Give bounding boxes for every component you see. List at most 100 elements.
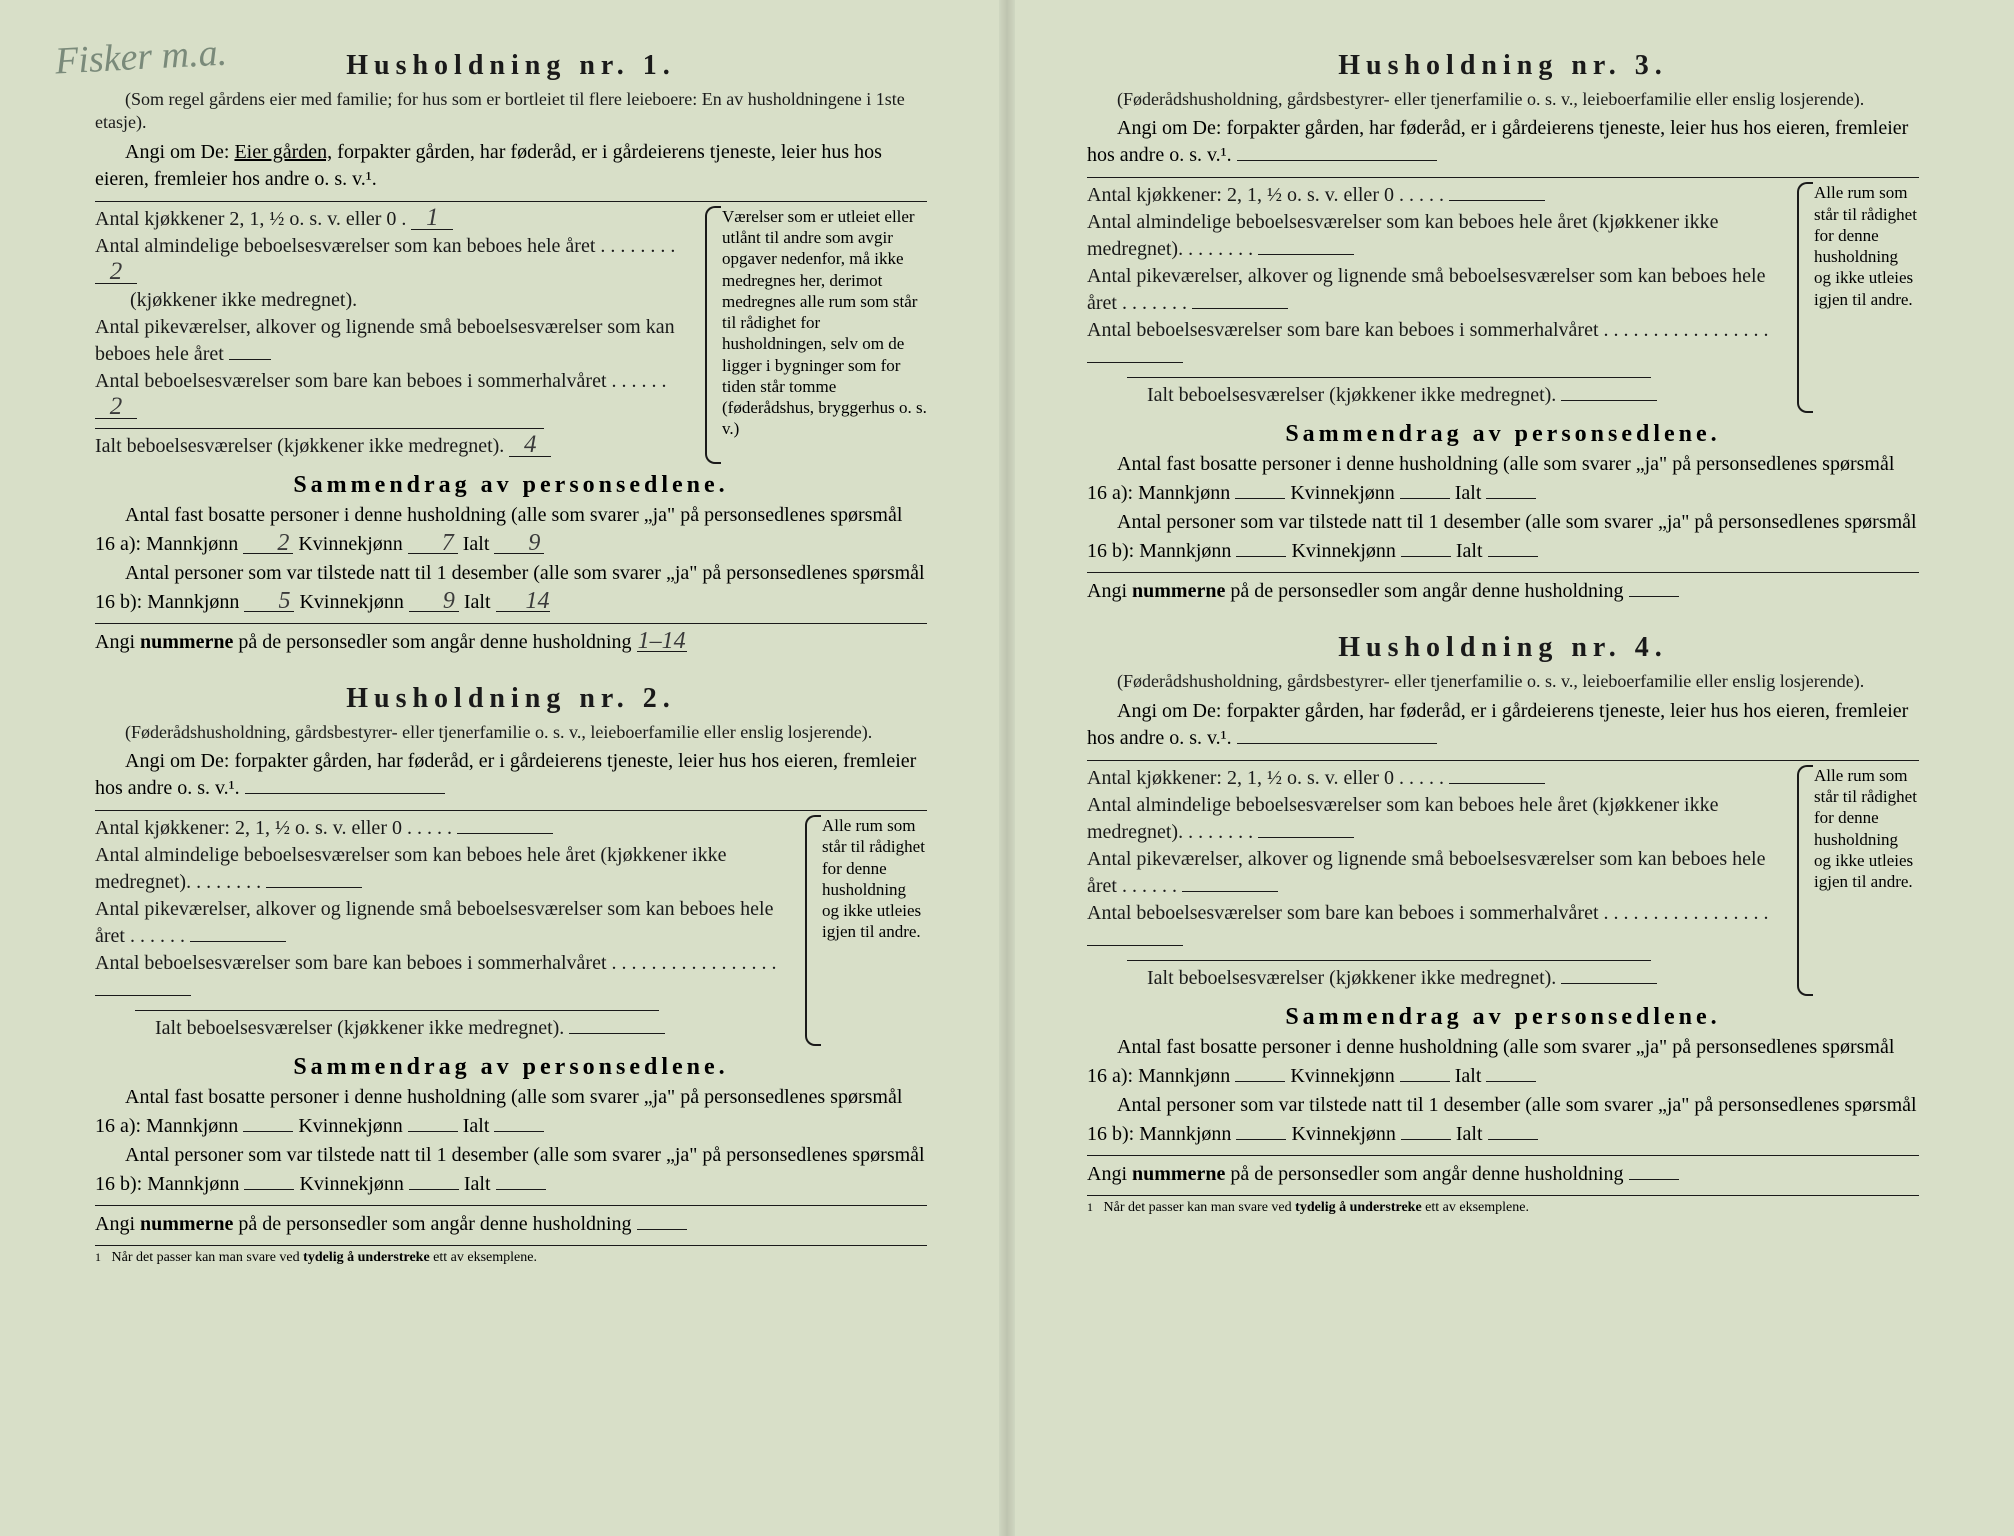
num-val[interactable] xyxy=(1629,1179,1679,1180)
kitchens-val[interactable] xyxy=(1449,200,1545,201)
ordinary-val[interactable] xyxy=(1258,254,1354,255)
ordinary-line: Antal almindelige beboelsesværelser som … xyxy=(95,233,694,287)
s2: Antal personer som var tilstede natt til… xyxy=(1087,508,1919,566)
summer-val[interactable] xyxy=(1087,362,1183,363)
kitchens-line: Antal kjøkkener: 2, 1, ½ o. s. v. eller … xyxy=(1087,765,1786,792)
s1-kv[interactable] xyxy=(408,1131,458,1132)
s1-ialt[interactable]: 9 xyxy=(494,533,544,554)
maids-line: Antal pikeværelser, alkover og lignende … xyxy=(95,896,794,950)
rule xyxy=(1087,760,1919,761)
total-val[interactable] xyxy=(1561,983,1657,984)
s2-kv[interactable] xyxy=(1401,1139,1451,1140)
s2-m[interactable] xyxy=(1236,1139,1286,1140)
num-line: Angi nummerne på de personsedler som ang… xyxy=(95,1210,927,1239)
maids-label: Antal pikeværelser, alkover og lignende … xyxy=(95,898,773,947)
s1-ialt[interactable] xyxy=(1486,498,1536,499)
footnote: 1 Når det passer kan man svare ved tydel… xyxy=(95,1250,927,1266)
s1-kv[interactable] xyxy=(1400,1081,1450,1082)
s2-text: Antal personer som var tilstede natt til… xyxy=(1087,511,1917,562)
footnote-text: Når det passer kan man svare ved xyxy=(1104,1200,1292,1215)
angi-blank[interactable] xyxy=(1237,743,1437,744)
s1-ialt[interactable] xyxy=(494,1131,544,1132)
ordinary-label: Antal almindelige beboelsesværelser som … xyxy=(95,235,675,257)
total-val[interactable] xyxy=(1561,400,1657,401)
side-note-text: Alle rum som står til rådighet for denne… xyxy=(1814,183,1917,308)
ordinary-val[interactable] xyxy=(1258,837,1354,838)
s2-m[interactable]: 5 xyxy=(244,591,294,612)
kitchens-val[interactable] xyxy=(457,833,553,834)
maids-line: Antal pikeværelser, alkover og lignende … xyxy=(1087,846,1786,900)
s2-kv[interactable]: 9 xyxy=(409,591,459,612)
s1-m[interactable] xyxy=(1235,1081,1285,1082)
rooms-left: Antal kjøkkener 2, 1, ½ o. s. v. eller 0… xyxy=(95,206,694,460)
ordinary-label: Antal almindelige beboelsesværelser som … xyxy=(95,844,726,893)
s1-ialt-lbl: Ialt xyxy=(1455,1065,1482,1087)
footnote-bold: tydelig å understreke xyxy=(1295,1200,1422,1215)
summer-line: Antal beboelsesværelser som bare kan beb… xyxy=(1087,900,1786,954)
rooms-left: Antal kjøkkener: 2, 1, ½ o. s. v. eller … xyxy=(1087,182,1786,409)
num-rest: på de personsedler som angår denne husho… xyxy=(1230,1163,1623,1185)
num-val[interactable] xyxy=(637,1229,687,1230)
angi-blank[interactable] xyxy=(245,793,445,794)
num-val[interactable] xyxy=(1629,596,1679,597)
rule xyxy=(1087,1195,1919,1196)
s2-ialt-lbl: Ialt xyxy=(1456,1123,1483,1145)
num-pre: Angi xyxy=(1087,580,1127,602)
page-fold xyxy=(1007,0,1015,1536)
maids-val[interactable] xyxy=(190,941,286,942)
summer-val[interactable]: 2 xyxy=(95,396,137,420)
total-label: Ialt beboelsesværelser (kjøkkener ikke m… xyxy=(155,1017,564,1039)
side-note-text: Alle rum som står til rådighet for denne… xyxy=(822,816,925,941)
angi-prefix: Angi om De: xyxy=(1117,700,1221,722)
angi-prefix: Angi om De: xyxy=(125,141,229,163)
s1-ialt-lbl: Ialt xyxy=(463,533,490,555)
s1-m[interactable] xyxy=(1235,498,1285,499)
summer-val[interactable] xyxy=(95,995,191,996)
maids-val[interactable] xyxy=(1192,308,1288,309)
s1-kv[interactable]: 7 xyxy=(408,533,458,554)
s2: Antal personer som var tilstede natt til… xyxy=(1087,1091,1919,1149)
summer-val[interactable] xyxy=(1087,945,1183,946)
s2-kv[interactable] xyxy=(1401,556,1451,557)
s1-kv[interactable] xyxy=(1400,498,1450,499)
s1: Antal fast bosatte personer i denne hush… xyxy=(95,501,927,559)
s1-ialt[interactable] xyxy=(1486,1081,1536,1082)
summary-title: Sammendrag av personsedlene. xyxy=(95,472,927,499)
ordinary-line: Antal almindelige beboelsesværelser som … xyxy=(95,842,794,896)
rooms-left: Antal kjøkkener: 2, 1, ½ o. s. v. eller … xyxy=(1087,765,1786,992)
s2-ialt[interactable]: 14 xyxy=(496,591,550,612)
s1-text: Antal fast bosatte personer i denne hush… xyxy=(1087,453,1894,504)
kitchens-val[interactable] xyxy=(1449,783,1545,784)
maids-val[interactable] xyxy=(1182,891,1278,892)
s2: Antal personer som var tilstede natt til… xyxy=(95,559,927,617)
total-val[interactable] xyxy=(569,1033,665,1034)
maids-val[interactable] xyxy=(229,359,271,360)
s2-ialt[interactable] xyxy=(1488,556,1538,557)
rule xyxy=(1127,377,1651,378)
brace-icon xyxy=(705,206,721,464)
num-bold: nummerne xyxy=(1132,1163,1225,1185)
ordinary-val[interactable]: 2 xyxy=(95,261,137,285)
s1-text: Antal fast bosatte personer i denne hush… xyxy=(95,1086,902,1137)
s1: Antal fast bosatte personer i denne hush… xyxy=(1087,450,1919,508)
h2-angi: Angi om De: forpakter gården, har føderå… xyxy=(95,748,927,802)
footnote-end: ett av eksemplene. xyxy=(1425,1200,1529,1215)
rooms-block: Antal kjøkkener: 2, 1, ½ o. s. v. eller … xyxy=(1087,765,1919,992)
rule xyxy=(1087,572,1919,573)
total-line: Ialt beboelsesværelser (kjøkkener ikke m… xyxy=(95,1015,794,1042)
total-val[interactable]: 4 xyxy=(509,434,551,458)
num-val[interactable]: 1–14 xyxy=(637,631,687,652)
s2: Antal personer som var tilstede natt til… xyxy=(95,1141,927,1199)
ordinary-val[interactable] xyxy=(266,887,362,888)
s2-kv[interactable] xyxy=(409,1189,459,1190)
kitchens-val[interactable]: 1 xyxy=(411,207,453,231)
s2-ialt[interactable] xyxy=(496,1189,546,1190)
s1-m[interactable]: 2 xyxy=(243,533,293,554)
angi-blank[interactable] xyxy=(1237,160,1437,161)
household-4: Husholdning nr. 4. (Føderådshusholdning,… xyxy=(1087,632,1919,1215)
s2-m[interactable] xyxy=(244,1189,294,1190)
s2-kv-lbl: Kvinnekjønn xyxy=(299,591,403,613)
s2-m[interactable] xyxy=(1236,556,1286,557)
s1-m[interactable] xyxy=(243,1131,293,1132)
s2-ialt[interactable] xyxy=(1488,1139,1538,1140)
